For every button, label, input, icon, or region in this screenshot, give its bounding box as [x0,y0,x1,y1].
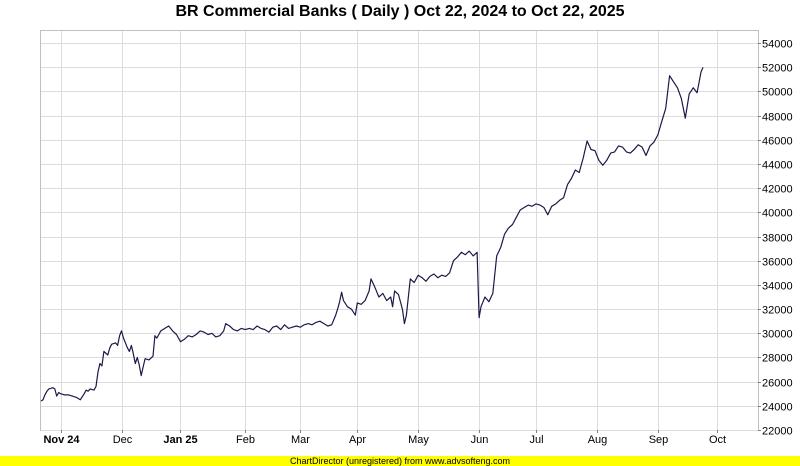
y-tick-label: 28000 [762,353,793,365]
y-tick-label: 36000 [762,257,793,269]
x-tick-label: Apr [349,434,366,446]
x-tick-label: May [408,434,429,446]
y-tick-label: 48000 [762,112,793,124]
x-tick-label: Sep [649,434,669,446]
y-tick-label: 44000 [762,160,793,172]
x-tick-label: Nov 24 [43,434,80,446]
y-tick-label: 46000 [762,136,793,148]
y-tick-label: 34000 [762,281,793,293]
y-tick-label: 30000 [762,329,793,341]
plot-area [40,30,759,431]
y-axis: 22000 24000 26000 28000 30000 32000 34000 36000… [758,39,793,438]
chart-title: BR Commercial Banks ( Daily ) Oct 22, 20… [175,3,625,20]
grid-lines [41,31,758,431]
y-tick-label: 24000 [762,402,793,414]
x-tick-label: Feb [236,434,255,446]
x-axis: Nov 24 Dec Jan 25 Feb Mar Apr May Jun Jul Aug Sep O… [43,430,726,446]
x-tick-label: Aug [588,434,608,446]
y-tick-label: 50000 [762,87,793,99]
chart-plot: 22000 24000 26000 28000 30000 32000 34000 36000… [40,30,793,446]
x-tick-label: Oct [709,434,726,446]
x-tick-label: Jun [471,434,489,446]
y-tick-label: 42000 [762,184,793,196]
x-tick-label: Dec [113,434,133,446]
series-line [40,67,704,402]
y-tick-label: 32000 [762,305,793,317]
y-tick-label: 52000 [762,63,793,75]
y-tick-label: 54000 [762,39,793,51]
y-tick-label: 38000 [762,233,793,245]
x-tick-label: Jan 25 [163,434,197,446]
x-tick-label: Jul [529,434,543,446]
y-tick-label: 40000 [762,208,793,220]
y-tick-label: 26000 [762,378,793,390]
x-tick-label: Mar [291,434,310,446]
y-tick-label: 22000 [762,426,793,438]
footer-watermark: ChartDirector (unregistered) from www.ad… [0,456,800,466]
